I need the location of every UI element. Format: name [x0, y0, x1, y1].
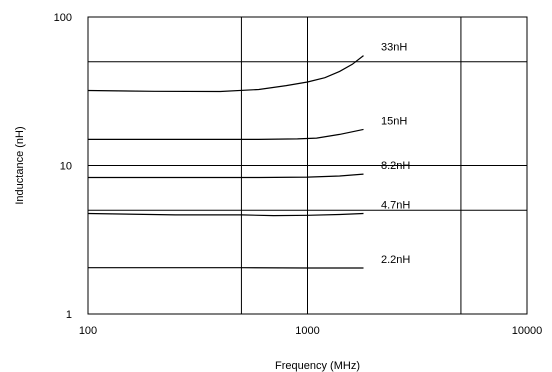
series-label: 4.7nH [381, 200, 410, 212]
x-axis-label: Frequency (MHz) [275, 360, 360, 372]
series-label: 2.2nH [381, 254, 410, 266]
grid-layer [87, 16, 528, 315]
series-line [88, 173, 364, 179]
y-tick-label: 1 [66, 309, 72, 321]
series-label: 8.2nH [381, 160, 410, 172]
series-label: 15nH [381, 115, 407, 127]
series-line [88, 128, 364, 140]
y-tick-label: 100 [54, 12, 72, 24]
series-label: 33nH [381, 42, 407, 54]
y-tick-label: 10 [60, 161, 72, 173]
series-line [87, 55, 364, 93]
tick-layer: 100 1000 10000 1 10 100 [54, 12, 543, 337]
series-layer: 33nH 15nH 8.2nH 4.7nH 2.2nH [87, 42, 410, 269]
plot-frame [87, 16, 528, 315]
x-tick-label: 10000 [512, 325, 543, 337]
x-tick-label: 1000 [295, 325, 319, 337]
y-axis-label: Inductance (nH) [14, 126, 26, 204]
x-tick-label: 100 [79, 325, 97, 337]
series-line [87, 212, 364, 217]
